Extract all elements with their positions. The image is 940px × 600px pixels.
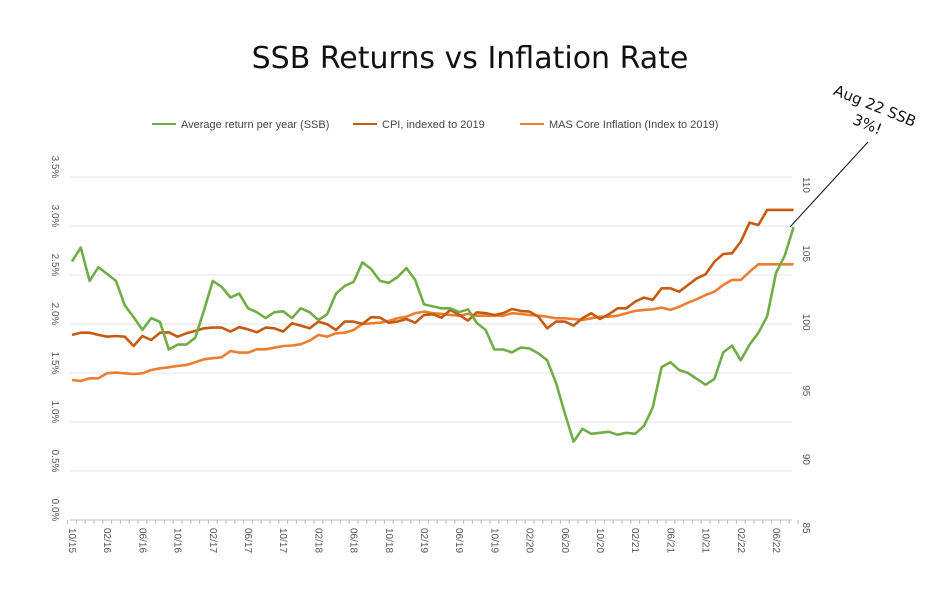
chart-title: SSB Returns vs Inflation Rate xyxy=(252,41,689,76)
y-right-tick-label: 105 xyxy=(800,245,811,262)
x-tick-label: 02/22 xyxy=(735,528,746,553)
x-tick-label: 02/16 xyxy=(101,528,112,553)
x-tick-label: 06/21 xyxy=(664,528,675,553)
x-tick-label: 02/19 xyxy=(418,528,429,553)
x-tick-label: 10/18 xyxy=(383,528,394,553)
x-tick-label: 10/19 xyxy=(488,528,499,553)
x-tick-label: 10/16 xyxy=(172,528,183,553)
x-tick-label: 02/20 xyxy=(524,528,535,553)
series-line-mas-core-inflation-index-to-2019 xyxy=(71,262,794,383)
y-left-tick-label: 2.5% xyxy=(49,254,60,277)
x-tick-label: 02/21 xyxy=(629,528,640,553)
legend: Average return per year (SSB) CPI, indexe… xyxy=(152,119,718,131)
legend-label: CPI, indexed to 2019 xyxy=(382,119,485,131)
y-right-tick-label: 90 xyxy=(800,454,811,466)
y-left-tick-label: 1.5% xyxy=(49,352,60,375)
annotation-leader-line xyxy=(789,141,869,228)
series-line-average-return-per-year-ssb xyxy=(70,226,795,443)
x-tick-label: 06/16 xyxy=(136,528,147,553)
y-right-tick-label: 100 xyxy=(800,314,811,331)
x-tick-label: 06/17 xyxy=(242,528,253,553)
y-left-tick-label: 3.5% xyxy=(49,156,60,179)
annotation: Aug 22 SSB 3%! xyxy=(789,81,919,228)
x-tick-label: 06/18 xyxy=(348,528,359,553)
x-tick-label: 06/22 xyxy=(770,528,781,553)
x-tick-label: 02/17 xyxy=(207,528,218,553)
x-axis: 10/15 02/16 06/16 10/16 02/17 06/17 10/17 02/18… xyxy=(66,520,799,553)
legend-label: Average return per year (SSB) xyxy=(181,119,329,131)
y-left-tick-label: 1.0% xyxy=(49,401,60,424)
y-right-tick-label: 110 xyxy=(800,177,811,193)
y-right-tick-label: 95 xyxy=(800,385,811,397)
x-tick-label: 10/15 xyxy=(66,528,77,553)
gridlines xyxy=(70,176,792,521)
series-line-cpi-indexed-to-2019 xyxy=(71,208,794,348)
x-tick-label: 06/20 xyxy=(559,528,570,553)
y-left-tick-label: 3.0% xyxy=(49,205,60,228)
series-lines xyxy=(70,208,795,443)
y-left-tick-label: 2.0% xyxy=(49,303,60,326)
x-tick-label: 10/20 xyxy=(594,528,605,553)
x-tick-label: 10/17 xyxy=(277,528,288,553)
right-axis: 85 90 95 100 105 110 xyxy=(800,177,811,534)
left-axis: 0.0% 0.5% 1.0% 1.5% 2.0% 2.5% 3.0% 3.5% xyxy=(49,156,60,522)
x-tick-label: 06/19 xyxy=(453,528,464,553)
y-right-tick-label: 85 xyxy=(800,522,811,534)
y-left-tick-label: 0.5% xyxy=(49,450,60,473)
x-tick-label: 02/18 xyxy=(312,528,323,553)
y-left-tick-label: 0.0% xyxy=(49,499,60,522)
x-tick-label: 10/21 xyxy=(700,528,711,553)
legend-label: MAS Core Inflation (Index to 2019) xyxy=(549,119,718,131)
